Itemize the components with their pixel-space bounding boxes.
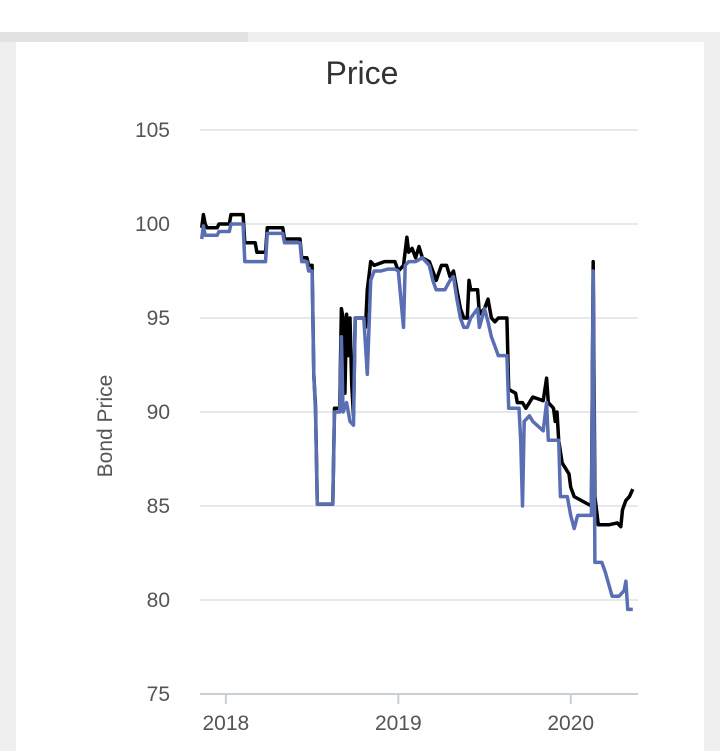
series-layer — [199, 212, 635, 612]
y-tick-label: 80 — [147, 589, 170, 612]
y-tick-label: 95 — [147, 307, 170, 330]
x-tick-label: 2018 — [203, 712, 250, 735]
x-tick-layer: 2018 2019 2020 — [203, 694, 594, 735]
price-chart: 75 80 85 90 95 100 105 2018 2019 2020 Price Bond… — [94, 55, 638, 735]
grid-layer: 75 80 85 90 95 100 105 — [135, 119, 638, 706]
x-tick-label: 2019 — [375, 712, 422, 735]
series-line-2 — [199, 222, 633, 612]
y-tick-label: 75 — [147, 683, 170, 706]
y-tick-label: 100 — [135, 213, 170, 236]
x-tick-label: 2020 — [547, 712, 594, 735]
y-tick-label: 105 — [135, 119, 170, 142]
chart-title: Price — [326, 55, 399, 91]
tab-indicator-strip — [0, 32, 248, 42]
top-bar — [0, 0, 720, 32]
y-axis-label: Bond Price — [94, 375, 117, 478]
y-tick-label: 85 — [147, 495, 170, 518]
chart-card: 75 80 85 90 95 100 105 2018 2019 2020 Price Bond… — [16, 42, 704, 751]
y-tick-label: 90 — [147, 401, 170, 424]
